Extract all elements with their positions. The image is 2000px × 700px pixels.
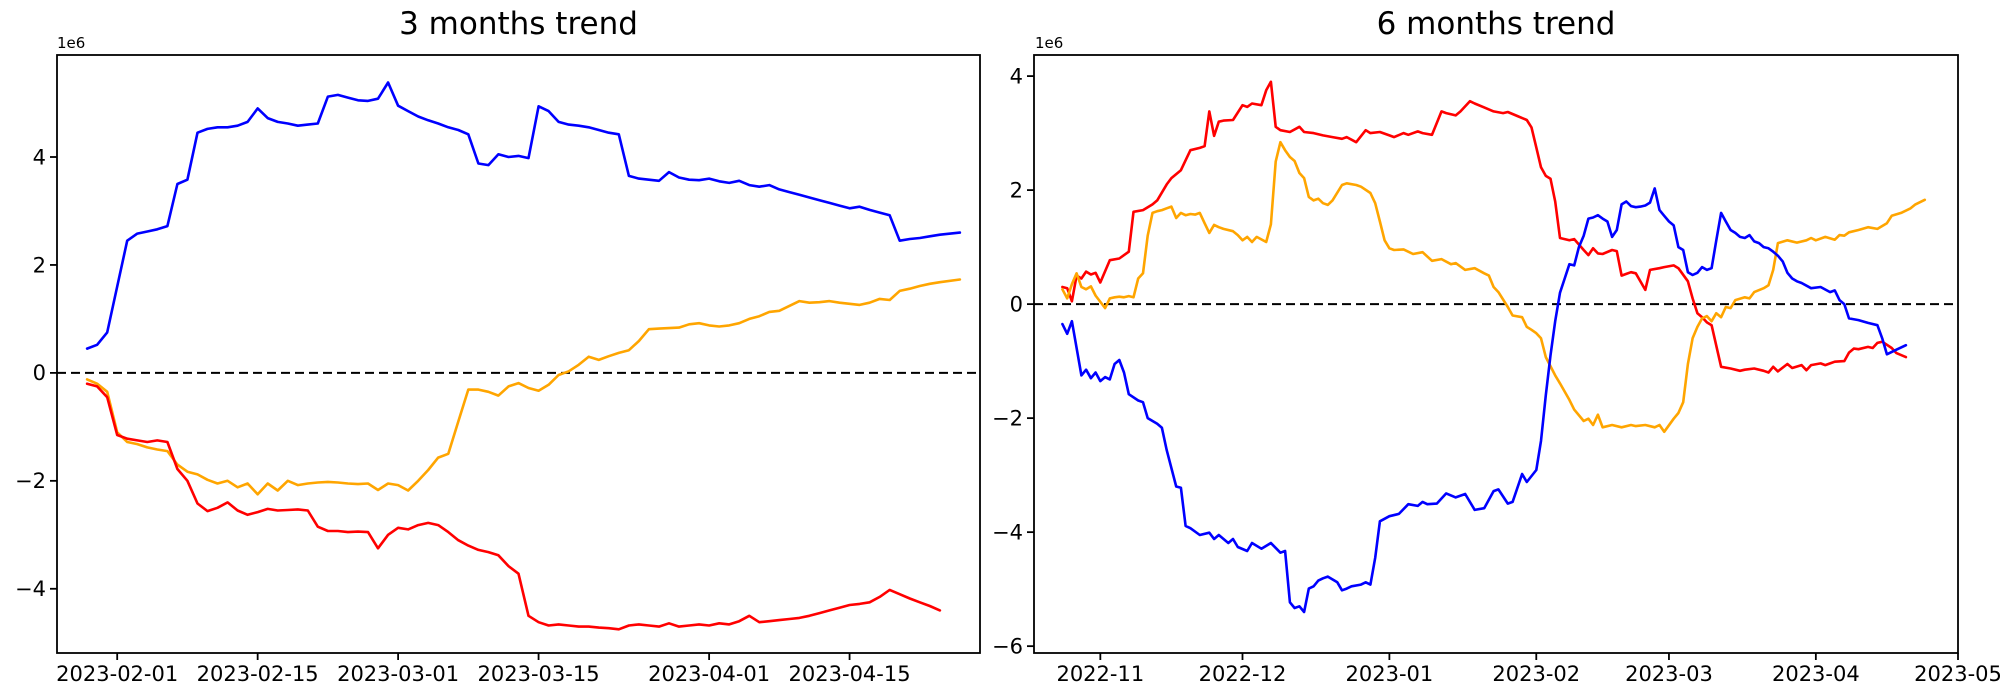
y-tick-label: −4 [15, 577, 46, 601]
chart-title-6-months: 6 months trend [1376, 6, 1616, 42]
series-blue-line [85, 81, 962, 350]
x-tick-label: 2023-03 [1625, 662, 1713, 686]
y-tick-label: 0 [33, 361, 46, 385]
y-tick-label: −2 [15, 469, 46, 493]
plot-border [1033, 54, 1959, 654]
series-blue-line [1061, 187, 1908, 614]
y-tick-label: −2 [992, 406, 1023, 430]
x-tick-label: 2023-04-01 [648, 662, 770, 686]
series-orange-line [85, 278, 962, 496]
x-tick-label: 2023-01 [1346, 662, 1434, 686]
x-tick-label: 2023-04-15 [789, 662, 911, 686]
y-axis-offset-label-left: 1e6 [57, 34, 86, 52]
y-axis-offset-label-right: 1e6 [1035, 34, 1064, 52]
series-red-line [85, 382, 942, 631]
x-tick-label: 2023-05 [1914, 662, 2000, 686]
x-tick-label: 2023-03-01 [337, 662, 459, 686]
y-tick-label: −6 [992, 635, 1023, 659]
x-tick-label: 2023-02-15 [197, 662, 319, 686]
x-tick-label: 2023-03-15 [478, 662, 600, 686]
y-tick-label: 2 [1010, 178, 1023, 202]
x-tick-label: 2023-02-01 [56, 662, 178, 686]
y-tick-label: −4 [992, 520, 1023, 544]
y-tick-label: 2 [33, 253, 46, 277]
x-tick-label: 2023-04 [1772, 662, 1860, 686]
x-tick-label: 2022-11 [1056, 662, 1144, 686]
series-red-line [1061, 80, 1908, 374]
y-tick-label: 4 [33, 145, 46, 169]
chart-title-3-months: 3 months trend [399, 6, 638, 42]
y-tick-label: 4 [1010, 64, 1023, 88]
x-tick-label: 2022-12 [1199, 662, 1287, 686]
y-tick-label: 0 [1010, 292, 1023, 316]
series-orange-line [1061, 140, 1927, 434]
x-tick-label: 2023-02 [1492, 662, 1580, 686]
plot-border [56, 54, 981, 654]
